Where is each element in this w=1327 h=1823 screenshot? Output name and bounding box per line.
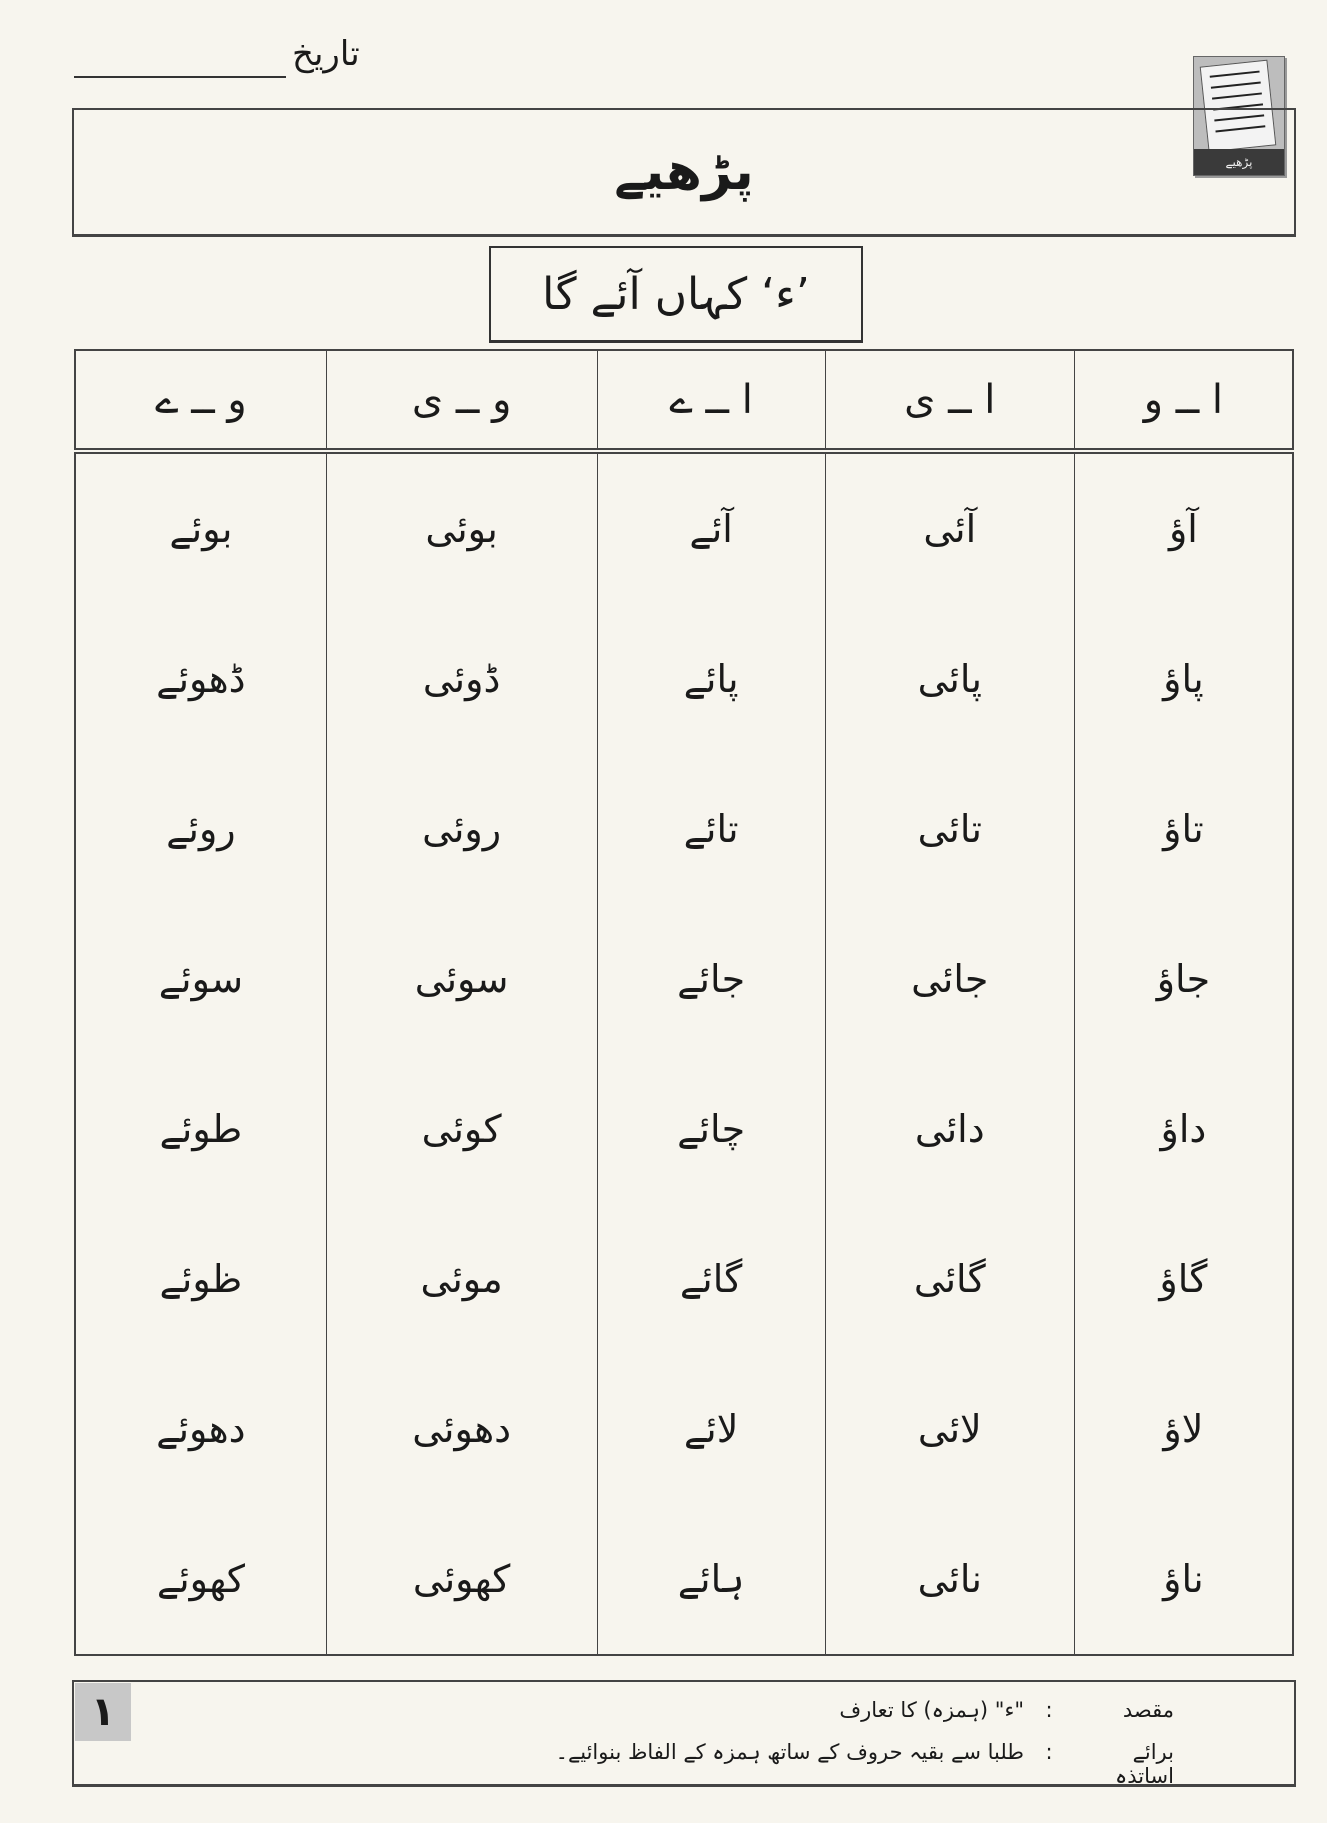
title-box: پڑھیے [72,108,1296,237]
word-cell: جائی [824,904,1075,1054]
word-cell: طوئے [74,1054,327,1204]
date-line[interactable] [74,76,286,78]
word-cell: بوئے [74,451,327,604]
table-row: پاؤ پائی پائے ڈوئی ڈھوئے [74,604,1294,754]
word-cell: تائی [824,754,1075,904]
subtitle: ’ء‘ کہاں آئے گا [542,268,810,320]
word-cell: چائے [596,1054,826,1204]
icon-label: پڑھیے [1194,149,1284,175]
date-label: تاریخ [292,34,360,74]
table-row: آؤ آئی آئے بوئی بوئے [74,451,1294,604]
word-cell: آؤ [1073,451,1294,604]
word-cell: ہائے [596,1504,826,1655]
subtitle-box: ’ء‘ کہاں آئے گا [489,246,863,343]
word-cell: گاؤ [1073,1204,1294,1354]
table-row: گاؤ گائی گائے موئی ظوئے [74,1204,1294,1354]
teachers-row: برائے اساتذہ : طلبا سے بقیہ حروف کے ساتھ… [556,1740,1174,1788]
word-cell: پاؤ [1073,604,1294,754]
word-cell: پائی [824,604,1075,754]
word-cell: دھوئے [74,1354,327,1504]
word-cell: لائے [596,1354,826,1504]
word-cell: بوئی [325,451,598,604]
word-cell: جاؤ [1073,904,1294,1054]
word-cell: گائی [824,1204,1075,1354]
column-header: ا ــ ی [824,349,1075,454]
word-cell: دائی [824,1054,1075,1204]
word-cell: کھوئی [325,1504,598,1655]
word-cell: لاؤ [1073,1354,1294,1504]
teachers-label: برائے اساتذہ [1114,1740,1174,1788]
table-row: ناؤ نائی ہائے کھوئی کھوئے [74,1504,1294,1655]
word-cell: پائے [596,604,826,754]
word-cell: آئے [596,451,826,604]
word-cell: ناؤ [1073,1504,1294,1655]
table-row: لاؤ لائی لائے دھوئی دھوئے [74,1354,1294,1504]
column-header: ا ــ ے [596,349,826,454]
word-cell: داؤ [1073,1054,1294,1204]
word-cell: گائے [596,1204,826,1354]
column-header: ا ــ و [1073,349,1294,454]
word-cell: تاؤ [1073,754,1294,904]
reading-icon: پڑھیے [1193,56,1285,176]
word-cell: کھوئے [74,1504,327,1655]
table-row: داؤ دائی چائے کوئی طوئے [74,1054,1294,1204]
column-header: و ــ ی [325,349,598,454]
word-cell: دھوئی [325,1354,598,1504]
purpose-value: "ء" (ہمزہ) کا تعارف [839,1698,1024,1722]
word-cell: کوئی [325,1054,598,1204]
word-cell: ڈھوئے [74,604,327,754]
word-cell: ظوئے [74,1204,327,1354]
table-row: تاؤ تائی تائے روئی روئے [74,754,1294,904]
word-cell: تائے [596,754,826,904]
word-cell: نائی [824,1504,1075,1655]
purpose-row: مقصد : "ء" (ہمزہ) کا تعارف [839,1698,1174,1722]
word-cell: روئے [74,754,327,904]
word-cell: روئی [325,754,598,904]
word-cell: سوئی [325,904,598,1054]
page-title: پڑھیے [614,142,754,202]
table-row: جاؤ جائی جائے سوئی سوئے [74,904,1294,1054]
word-cell: موئی [325,1204,598,1354]
separator: : [1045,1698,1053,1722]
word-cell: لائی [824,1354,1075,1504]
column-header: و ــ ے [74,349,327,454]
word-cell: سوئے [74,904,327,1054]
footer-box: ۱ مقصد : "ء" (ہمزہ) کا تعارف برائے اساتذ… [72,1680,1296,1788]
page-number: ۱ [75,1683,131,1741]
purpose-label: مقصد [1122,1698,1174,1722]
separator: : [1045,1740,1053,1764]
word-cell: آئی [824,451,1075,604]
word-cell: ڈوئی [325,604,598,754]
word-cell: جائے [596,904,826,1054]
teachers-value: طلبا سے بقیہ حروف کے ساتھ ہمزہ کے الفاظ … [555,1740,1024,1764]
